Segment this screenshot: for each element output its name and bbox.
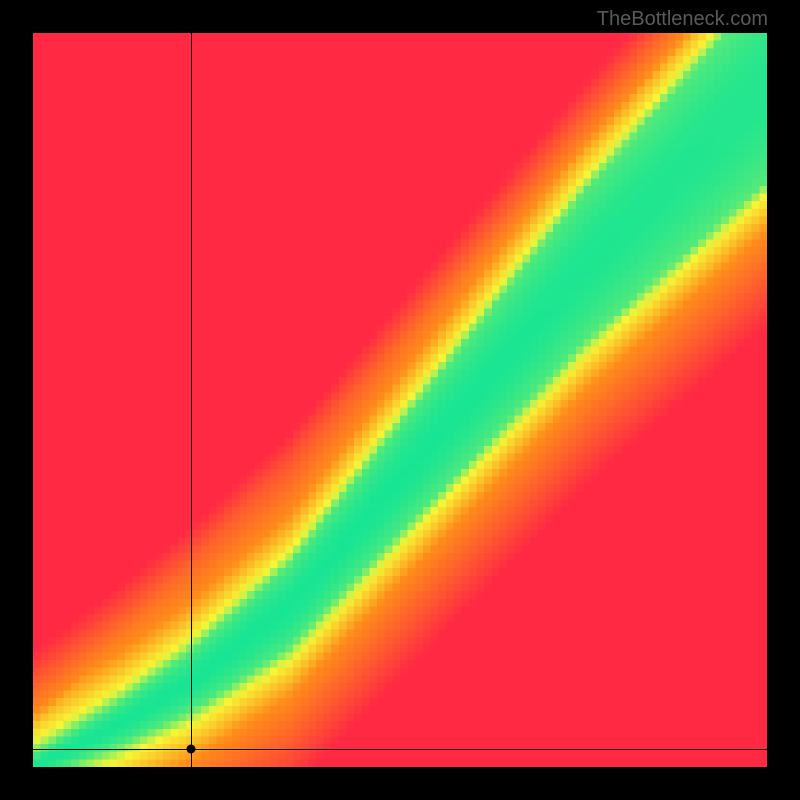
crosshair-horizontal: [33, 749, 767, 750]
bottleneck-heatmap: [33, 33, 767, 767]
crosshair-vertical: [191, 33, 192, 767]
plot-area: [33, 33, 767, 767]
chart-container: TheBottleneck.com: [0, 0, 800, 800]
attribution-label: TheBottleneck.com: [597, 8, 768, 31]
selection-marker: [186, 744, 195, 753]
